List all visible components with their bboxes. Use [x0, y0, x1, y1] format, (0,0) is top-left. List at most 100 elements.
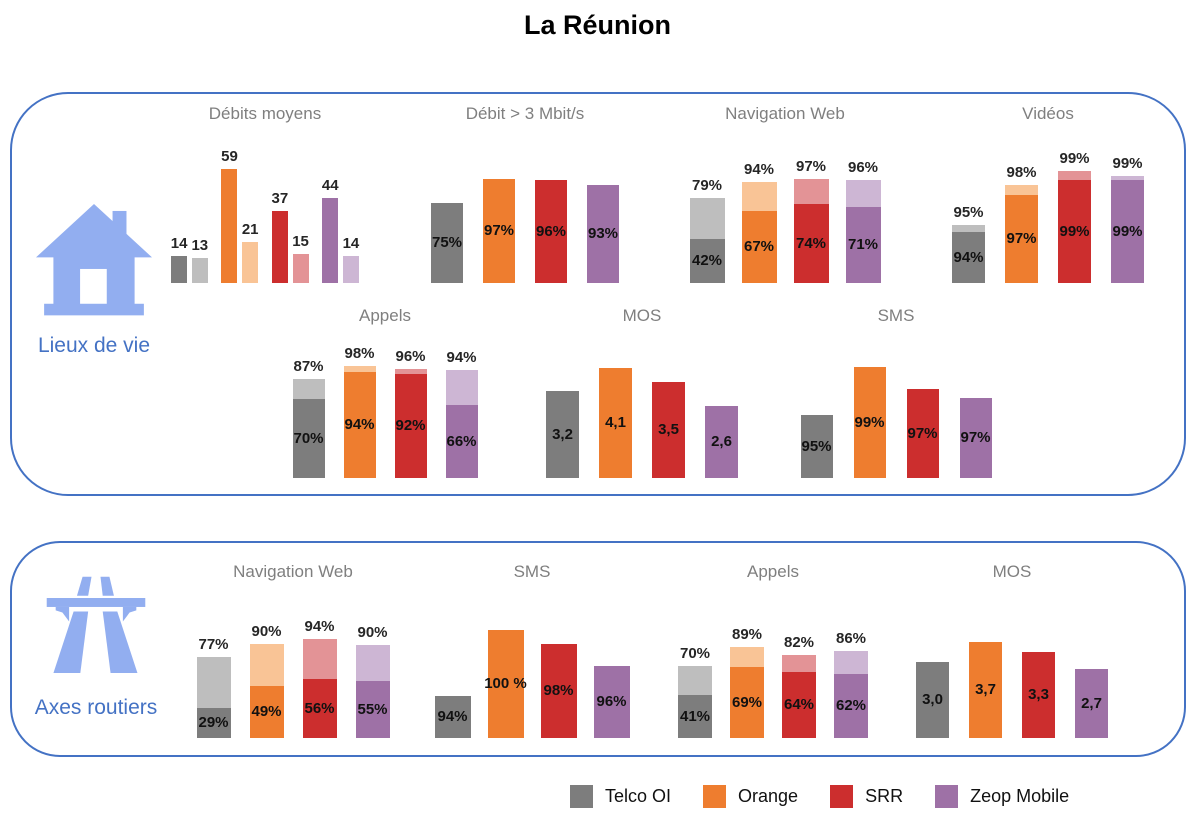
- chart-title: SMS: [877, 306, 915, 325]
- chart-ar-sms: SMS 94% 100 % 98% 96%: [433, 556, 631, 738]
- zeop-mobile-swatch: [935, 785, 959, 808]
- bar-group-srr: 82% 64%: [782, 635, 816, 738]
- bar-srr-light: [292, 254, 309, 283]
- bar-value-label: 96%: [535, 222, 567, 240]
- chart-ar-appels: Appels 70% 41% 89% 69% 82% 64% 86% 62%: [675, 556, 871, 738]
- bars-area: 75% 97% 96% 93%: [425, 124, 625, 283]
- bar-value-label: 3,2: [552, 425, 573, 443]
- bar-total-label: 99%: [1112, 155, 1143, 172]
- bar-telco-oi-dark: [171, 256, 188, 283]
- bar-value-label: 15: [292, 233, 309, 250]
- bar-total-label: 89%: [731, 626, 763, 643]
- bar-value-label: 95%: [801, 437, 832, 455]
- bar-value-label: 59: [221, 148, 238, 165]
- chart-title: Débit > 3 Mbit/s: [465, 104, 585, 123]
- bar-total-label: 98%: [1006, 164, 1037, 181]
- bar-group-zeop-mobile: 44 14: [322, 178, 359, 283]
- bars-area: 14 13 59 21 37 15 44 14: [165, 124, 365, 283]
- bar-value-label: 97%: [960, 429, 991, 447]
- legend-item-telco-oi: Telco OI: [570, 785, 671, 808]
- legend-label: Orange: [738, 786, 799, 806]
- orange-swatch: [703, 785, 727, 808]
- bar-group-orange: 98% 94%: [343, 346, 376, 478]
- bar-value-label: 64%: [783, 696, 815, 714]
- bar-zeop-mobile: 96%: [593, 666, 630, 738]
- chart-ar-navigation-web: Navigation Web 77% 29% 90% 49% 94% 56% 90% 55%: [193, 556, 393, 738]
- bars-area: 87% 70% 98% 94% 96% 92% 94% 66%: [287, 326, 483, 478]
- bar-value-label: 42%: [691, 252, 723, 270]
- bar-zeop-mobile: 2,7: [1075, 669, 1108, 738]
- legend-label: Telco OI: [605, 786, 672, 806]
- chart-title: Débits moyens: [208, 104, 322, 123]
- chart-title: MOS: [992, 562, 1032, 581]
- legend-item-srr: SRR: [830, 785, 903, 808]
- bar-segment-srr-light: [793, 179, 829, 204]
- bar-orange-dark: [221, 169, 238, 283]
- bar-value-label: 55%: [357, 700, 388, 718]
- bar-value-label: 56%: [304, 699, 335, 717]
- chart-ldv-mos: MOS 3,2 4,1 3,5 2,6: [543, 300, 741, 478]
- bar-segment-srr-dark: 56%: [302, 679, 337, 738]
- bar-zeop-mobile: 93%: [587, 185, 619, 283]
- bars-area: 94% 100 % 98% 96%: [433, 582, 631, 738]
- bar-segment-zeop-mobile-dark: 66%: [445, 405, 478, 478]
- bar-segment-telco-oi-dark: 94%: [952, 232, 985, 283]
- bar-group-zeop-mobile: 96% 71%: [845, 160, 881, 283]
- telco-oi-swatch: [570, 785, 593, 808]
- bar-telco-oi-light: [191, 258, 208, 283]
- bar-total-label: 87%: [293, 358, 324, 375]
- bar-group-srr: 96% 92%: [394, 349, 427, 478]
- lieux-de-vie-header: Lieux de vie: [14, 204, 174, 358]
- bar-telco-oi: 94%: [434, 696, 471, 738]
- chart-title: Navigation Web: [725, 104, 845, 123]
- bar-value-label: 98%: [543, 682, 574, 700]
- bar-value-label: 74%: [795, 234, 827, 252]
- bar-value-label: 99%: [1112, 222, 1143, 240]
- bar-total-label: 90%: [357, 624, 388, 641]
- bar-value-label: 96%: [596, 693, 627, 711]
- bar-value-label: 67%: [743, 238, 775, 256]
- bar-value-label: 14: [342, 235, 360, 252]
- bar-value-label: 41%: [679, 707, 711, 725]
- bar-segment-srr-dark: 64%: [782, 672, 816, 738]
- bar-group-telco-oi: 87% 70%: [292, 358, 325, 478]
- bar-group-orange: 90% 49%: [249, 623, 284, 738]
- bar-total-label: 95%: [953, 204, 984, 221]
- panel-label-axes-routiers: Axes routiers: [34, 696, 158, 719]
- bar-segment-zeop-mobile-light: [834, 651, 868, 674]
- bar-segment-srr-light: [1058, 171, 1091, 180]
- bar-srr-dark: [271, 211, 288, 283]
- bar-group-srr: 97% 74%: [793, 159, 829, 283]
- bar-value-label: 21: [241, 221, 259, 238]
- chart-title: MOS: [622, 306, 662, 325]
- bar-telco-oi: 3,2: [546, 391, 579, 478]
- bar-segment-zeop-mobile-light: [1111, 176, 1144, 180]
- bar-segment-srr-light: [394, 369, 427, 374]
- bar-orange: 3,7: [969, 642, 1002, 738]
- bar-value-label: 4,1: [605, 414, 626, 432]
- bar-total-label: 99%: [1059, 150, 1090, 167]
- bar-segment-telco-oi-dark: 70%: [292, 399, 325, 478]
- bar-total-label: 86%: [835, 630, 867, 647]
- bar-orange: 97%: [483, 179, 515, 283]
- legend-label: Zeop Mobile: [970, 786, 1070, 806]
- bar-value-label: 94%: [953, 248, 984, 266]
- bar-srr: 3,5: [652, 382, 685, 478]
- chart-title: Appels: [359, 306, 411, 325]
- bars-area: 79% 42% 94% 67% 97% 74% 96% 71%: [685, 124, 885, 283]
- bar-orange-light: [242, 242, 259, 283]
- bar-srr: 96%: [535, 180, 567, 283]
- bar-value-label: 69%: [731, 693, 763, 711]
- bar-group-telco-oi: 70% 41%: [678, 646, 712, 738]
- bar-value-label: 3,7: [975, 681, 996, 699]
- bar-group-orange: 59 21: [221, 148, 259, 283]
- bar-group-zeop-mobile: 99% 99%: [1111, 156, 1144, 283]
- bar-value-label: 2,7: [1081, 694, 1102, 712]
- chart-ldv-appels: Appels 87% 70% 98% 94% 96% 92% 94% 66%: [287, 300, 483, 478]
- chart-title: Appels: [747, 562, 799, 581]
- bar-orange: 100 %: [484, 630, 527, 738]
- bar-total-label: 90%: [251, 623, 282, 640]
- bar-value-label: 14: [170, 235, 188, 252]
- bar-segment-orange-light: [730, 647, 764, 667]
- bars-area: 3,2 4,1 3,5 2,6: [543, 326, 741, 478]
